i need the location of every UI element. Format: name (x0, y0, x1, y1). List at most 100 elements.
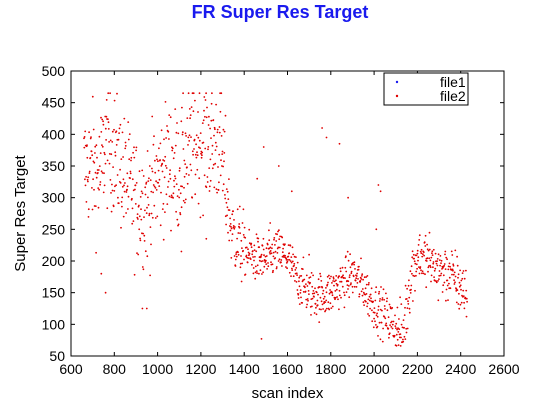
file2-point (209, 127, 212, 130)
file2-point (283, 256, 285, 258)
file2-point (101, 144, 103, 147)
file2-point (199, 132, 202, 135)
file2-point (272, 269, 274, 272)
file2-point (164, 211, 166, 214)
file2-point (205, 237, 208, 240)
file2-point (404, 306, 406, 309)
file2-point (392, 320, 395, 323)
file2-point (389, 324, 391, 326)
file2-point (89, 157, 92, 159)
file2-point (379, 298, 381, 300)
file2-point (315, 291, 318, 294)
file2-point (315, 306, 317, 309)
file2-point (385, 322, 388, 325)
file2-point (373, 311, 376, 314)
file2-point (453, 283, 456, 285)
file2-point (369, 293, 372, 296)
file2-point (101, 172, 104, 174)
file2-point (397, 331, 400, 333)
file2-point (461, 272, 464, 274)
file2-point (195, 134, 198, 137)
file2-point (154, 159, 156, 162)
file2-point (145, 307, 148, 310)
file2-point (452, 264, 455, 267)
file2-point (181, 106, 183, 109)
file2-point (460, 301, 463, 304)
x-tick-label: 1800 (315, 361, 346, 377)
file2-point (297, 293, 300, 296)
file2-point (105, 139, 107, 141)
file2-point (328, 292, 331, 295)
file2-point (313, 312, 316, 314)
file2-point (460, 288, 462, 291)
file2-point (339, 267, 342, 270)
file2-point (107, 121, 110, 124)
file2-point (192, 92, 195, 95)
plot-area (70, 70, 505, 357)
file2-point (158, 178, 161, 181)
file2-point (386, 297, 388, 300)
file2-point (114, 154, 117, 157)
file2-point (302, 256, 305, 259)
file2-point (127, 195, 130, 198)
y-tick-label: 350 (42, 158, 66, 174)
file2-point (185, 173, 188, 175)
file2-point (361, 273, 364, 276)
file2-point (463, 301, 465, 304)
file2-point (287, 259, 289, 261)
file2-point (386, 309, 389, 312)
file2-point (319, 296, 322, 299)
file2-point (112, 166, 114, 169)
file2-point (290, 261, 293, 264)
file2-point (261, 244, 264, 247)
plot-frame (70, 70, 505, 357)
file2-point (443, 263, 446, 265)
file2-point (311, 305, 313, 308)
file2-point (219, 174, 222, 177)
file2-point (178, 196, 181, 199)
file2-point (190, 136, 192, 139)
file2-point (388, 332, 391, 335)
file2-point (354, 268, 356, 270)
file2-point (381, 340, 384, 343)
file2-point (409, 270, 412, 273)
file2-point (141, 307, 144, 310)
file2-point (265, 263, 268, 265)
file2-point (295, 267, 298, 269)
file2-point (264, 261, 267, 263)
file2-point (424, 234, 427, 237)
file2-point (387, 316, 390, 319)
file2-point (403, 326, 405, 329)
file2-point (385, 324, 388, 327)
file2-point (269, 222, 272, 224)
file2-point (184, 163, 187, 166)
file2-point (311, 292, 314, 295)
file2-point (317, 278, 320, 281)
file2-point (288, 271, 291, 274)
file2-point (244, 273, 247, 276)
file2-point (335, 279, 337, 282)
file2-point (268, 229, 270, 232)
file2-point (104, 162, 107, 165)
file2-point (247, 248, 249, 251)
file2-point (238, 223, 241, 225)
file2-point (207, 146, 210, 148)
file2-point (294, 269, 297, 271)
file2-point (266, 268, 268, 270)
file2-point (374, 320, 376, 323)
file2-point (445, 299, 447, 302)
file2-point (310, 272, 313, 274)
file2-point (211, 92, 213, 95)
file2-point (104, 291, 107, 294)
file2-point (288, 252, 291, 255)
file2-point (214, 162, 217, 165)
file2-point (175, 183, 178, 186)
file2-point (341, 266, 344, 269)
file2-point (209, 158, 212, 161)
file2-point (197, 111, 199, 113)
file2-point (121, 205, 123, 208)
file2-point (431, 254, 434, 256)
file2-point (269, 250, 272, 252)
file2-point (445, 256, 448, 259)
